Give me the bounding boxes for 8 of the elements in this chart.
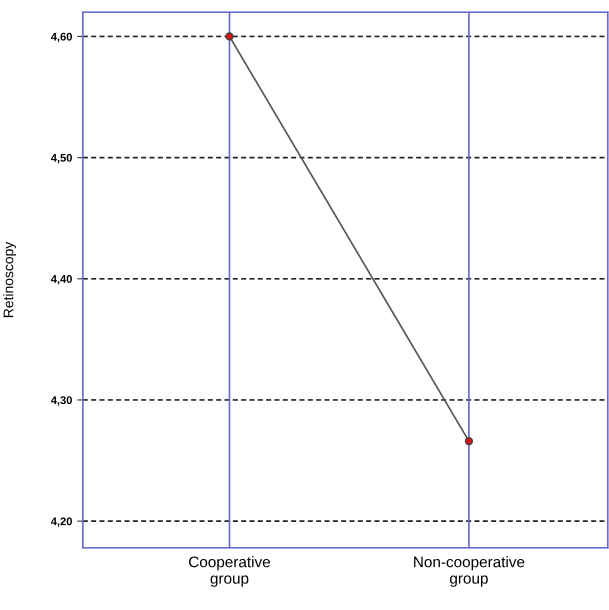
x-tick-label: Cooperative group [189, 556, 270, 587]
y-tick-label: 4,60 [50, 32, 72, 42]
y-tick-label: 4,40 [50, 275, 72, 285]
y-tick-label: 4,20 [50, 517, 72, 527]
y-tick-label: 4,50 [50, 154, 72, 164]
y-tick-label: 4,30 [50, 396, 72, 406]
x-tick-label: Non-cooperative group [414, 556, 524, 587]
y-axis-title: Retinoscopy [3, 242, 16, 318]
